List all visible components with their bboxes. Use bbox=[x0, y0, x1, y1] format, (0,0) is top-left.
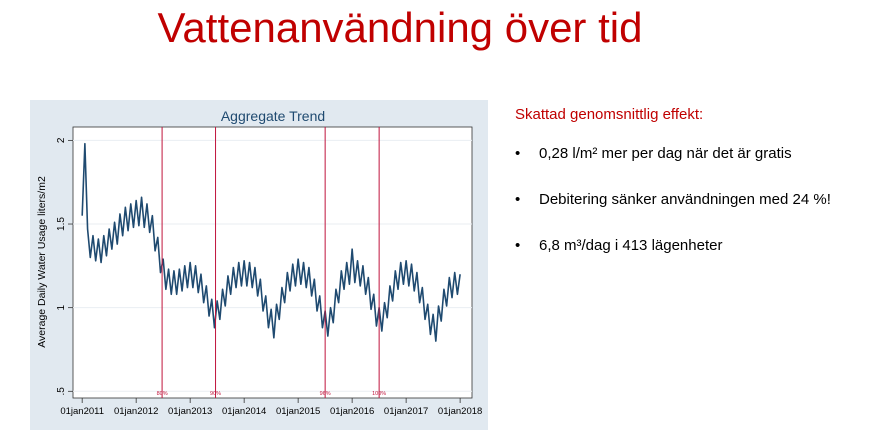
y-tick-label: .5 bbox=[56, 387, 67, 396]
x-tick-label: 01jan2016 bbox=[330, 406, 374, 417]
slide-title: Vattenanvändning över tid bbox=[157, 4, 643, 51]
reference-label: 90% bbox=[210, 391, 221, 397]
chart: Aggregate Trend Average Daily Water Usag… bbox=[30, 100, 488, 430]
x-tick-label: 01jan2015 bbox=[276, 406, 320, 417]
bullet: 6,8 m³/dag i 413 lägenheter bbox=[515, 237, 889, 254]
bullet: Debitering sänker användningen med 24 %! bbox=[515, 191, 889, 208]
y-tick-label: 1 bbox=[56, 304, 67, 310]
plot-area bbox=[72, 126, 473, 399]
x-tick-label: 01jan2012 bbox=[114, 406, 158, 417]
reference-label: 96% bbox=[320, 391, 331, 397]
y-tick-label: 1.5 bbox=[56, 217, 67, 231]
x-tick-label: 01jan2018 bbox=[438, 406, 482, 417]
heading: Skattad genomsnittlig effekt: bbox=[515, 106, 704, 123]
data-line bbox=[81, 142, 461, 342]
x-tick-label: 01jan2014 bbox=[222, 406, 266, 417]
bullet-list: 0,28 l/m² mer per dag när det är gratis … bbox=[515, 145, 889, 254]
chart-title: Aggregate Trend bbox=[221, 108, 325, 124]
reference-label: 100% bbox=[372, 391, 386, 397]
x-tick-label: 01jan2017 bbox=[384, 406, 428, 417]
x-tick-label: 01jan2013 bbox=[168, 406, 212, 417]
y-tick-label: 2 bbox=[56, 137, 67, 143]
reference-label: 80% bbox=[157, 391, 168, 397]
side-text: Skattad genomsnittlig effekt: 0,28 l/m² … bbox=[515, 106, 889, 283]
x-tick-label: 01jan2011 bbox=[60, 406, 104, 417]
bullet: 0,28 l/m² mer per dag när det är gratis bbox=[515, 145, 889, 162]
y-axis-label: Average Daily Water Usage liters/m2 bbox=[36, 176, 48, 348]
